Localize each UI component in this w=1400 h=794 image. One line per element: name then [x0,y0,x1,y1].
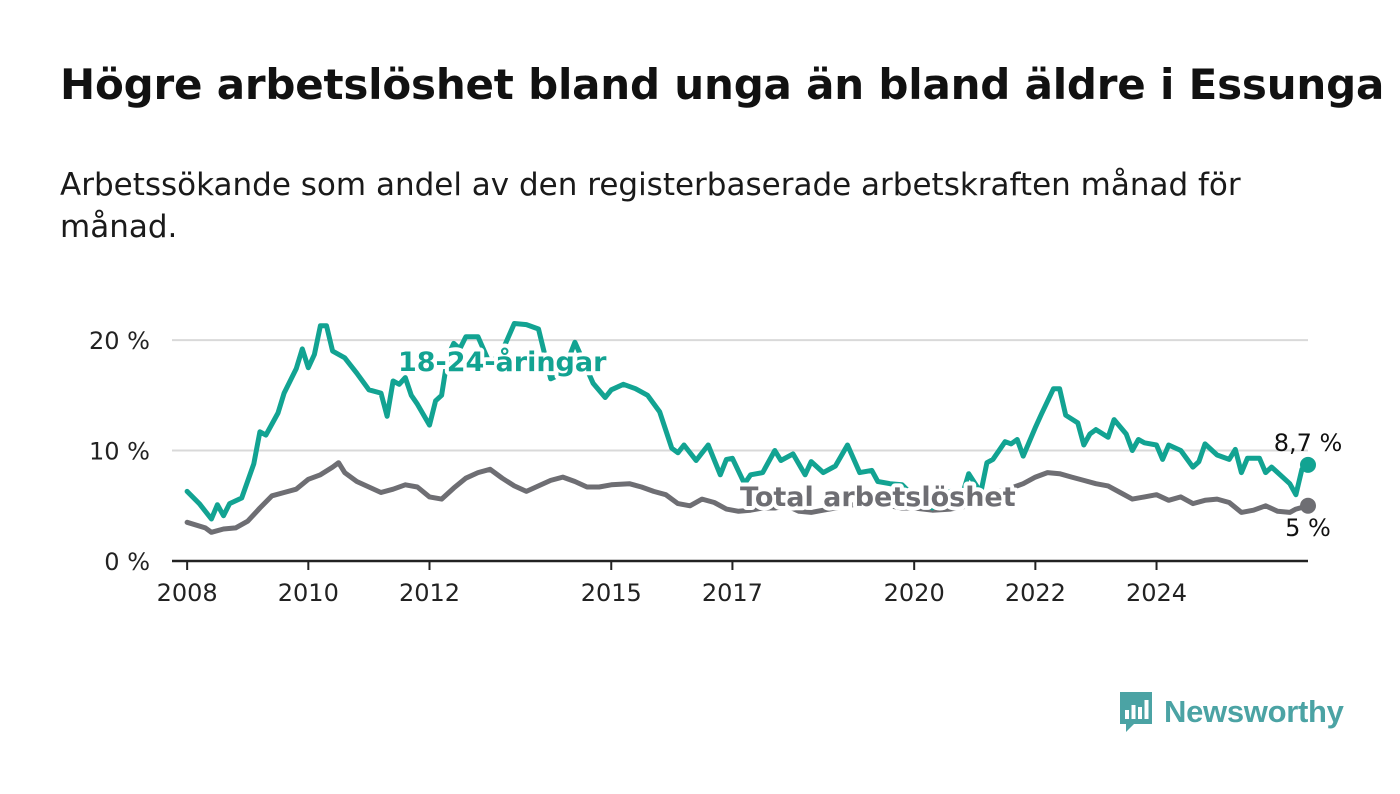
brand-name: Newsworthy [1164,694,1344,729]
x-tick-label: 2024 [1126,579,1187,607]
series-label-total: Total arbetslöshet [740,482,1016,513]
end-label-youth: 8,7 % [1274,429,1343,457]
newsworthy-logo: Newsworthy [1118,690,1344,734]
grid-lines [172,339,1308,452]
series-lines [184,321,1316,535]
endpoint-total [1300,497,1316,514]
x-tick-label: 2022 [1005,579,1066,607]
end-label-total: 5 % [1285,514,1331,542]
axes: 0 % 10 % 20 % 2008 2010 2012 2015 2017 2020 2022 2… [89,327,1308,607]
x-tick-label: 2008 [157,579,218,607]
x-tick-label: 2012 [399,579,460,607]
y-tick-label: 0 % [104,548,150,576]
page-title: Högre arbetslöshet bland unga än bland ä… [60,60,1385,109]
bar-chart-icon [1120,692,1152,732]
series-line-youth [184,321,1311,522]
x-tick-label: 2017 [702,579,763,607]
x-tick-label: 2020 [884,579,945,607]
series-label-youth: 18-24-åringar [398,346,607,378]
y-tick-label: 20 % [89,327,150,355]
line-chart: 0 % 10 % 20 % 2008 2010 2012 2015 2017 2020 2022 2… [89,321,1343,607]
page-subtitle: Arbetssökande som andel av den registerb… [60,167,1241,245]
y-tick-label: 10 % [89,438,150,466]
x-tick-label: 2010 [278,579,339,607]
endpoint-youth [1300,456,1316,473]
chart-labels: 8,7 % 5 % 18-24-åringar Total arbetslöshet [394,342,1343,542]
x-tick-label: 2015 [581,579,642,607]
series-line-total [184,460,1311,535]
